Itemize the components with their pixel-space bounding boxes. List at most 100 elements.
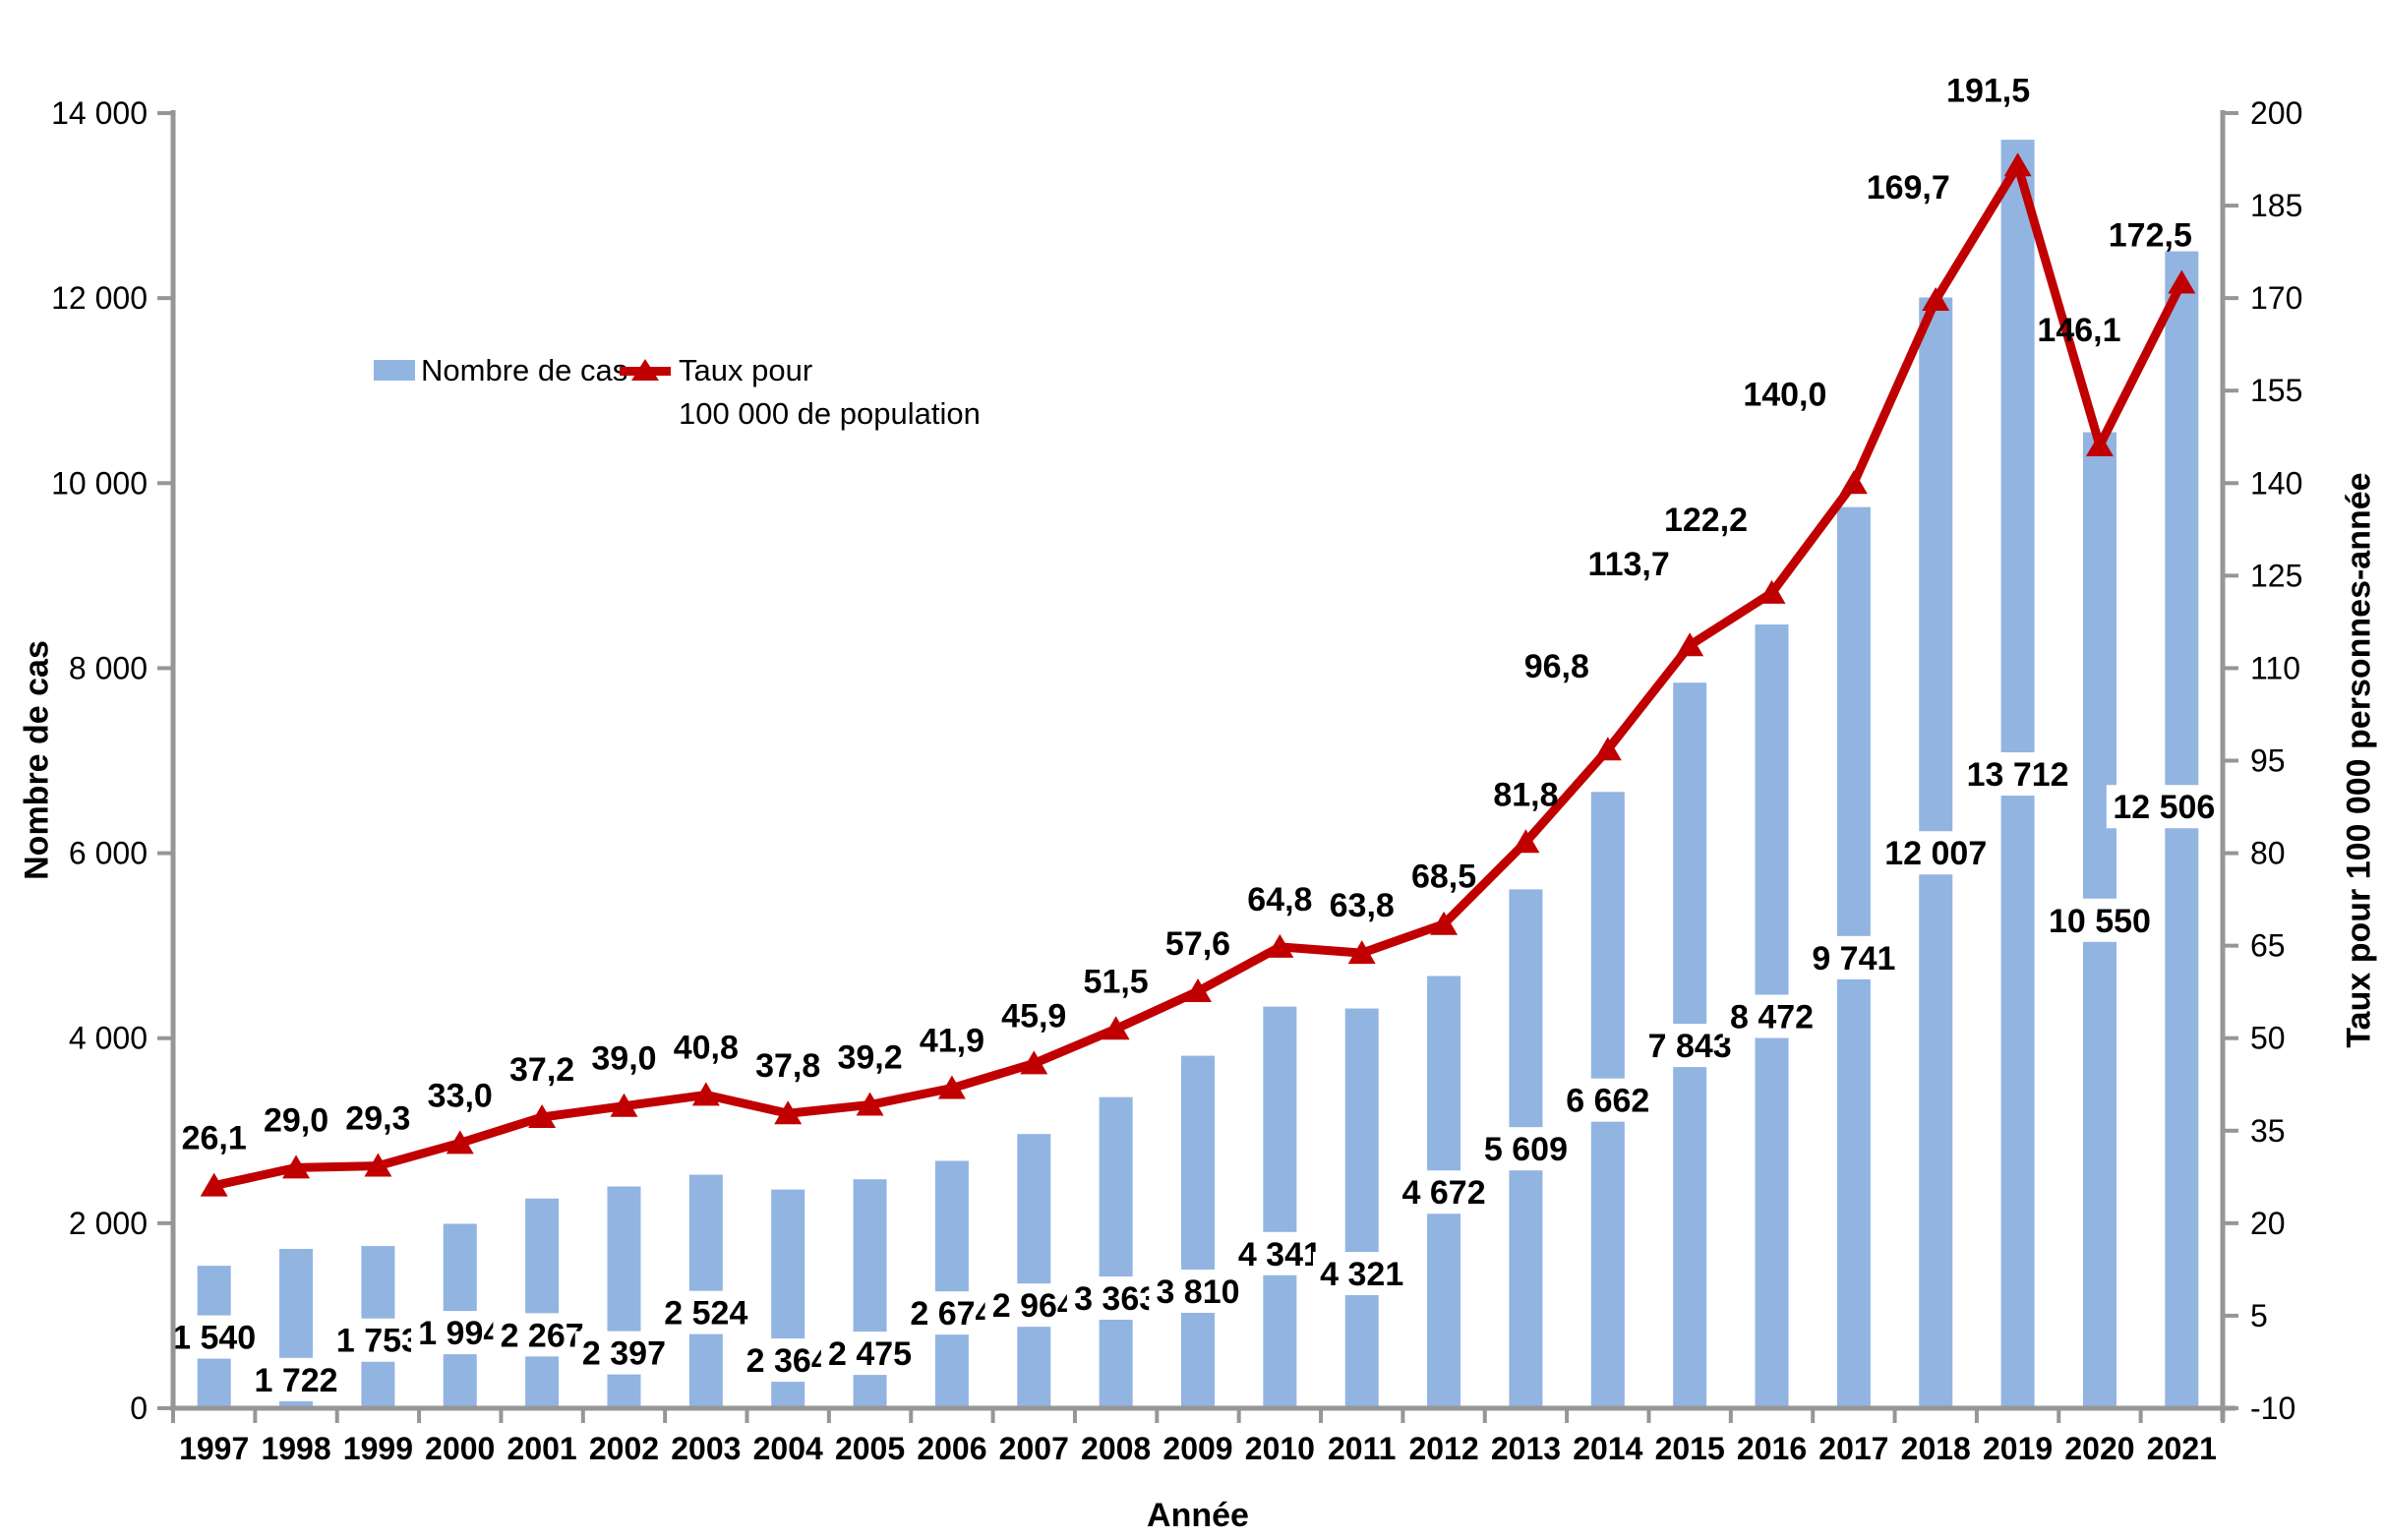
x-axis-label-2010: 2010 — [1245, 1431, 1315, 1466]
bar-label-box-2021 — [2106, 785, 2222, 829]
bar-label-box-2003 — [657, 1290, 755, 1334]
x-axis-label-2014: 2014 — [1573, 1431, 1642, 1466]
bar-label-2021: 12 506 — [2113, 789, 2215, 826]
left-axis-tick-label: 4 000 — [69, 1021, 148, 1056]
bar-label-2009: 3 810 — [1156, 1273, 1239, 1311]
rate-label-1999: 29,3 — [345, 1100, 410, 1138]
right-axis-tick-label: 185 — [2250, 188, 2302, 223]
rate-label-2017: 140,0 — [1743, 376, 1826, 413]
bar-label-box-2002 — [574, 1331, 674, 1375]
rate-marker-1997 — [200, 1172, 228, 1197]
rate-marker-2008 — [1102, 1016, 1130, 1040]
right-axis-tick-label: 140 — [2250, 465, 2302, 501]
bar-label-box-2013 — [1476, 1127, 1576, 1171]
rate-label-2019: 191,5 — [1946, 72, 2030, 109]
bar-label-2019: 13 712 — [1967, 756, 2069, 794]
rate-marker-2009 — [1184, 978, 1212, 1003]
right-axis-tick-label: -10 — [2250, 1391, 2295, 1426]
rate-label-2014: 96,8 — [1524, 648, 1589, 685]
right-axis-tick-label: 95 — [2250, 743, 2286, 779]
left-axis-tick-label: 6 000 — [69, 836, 148, 871]
rate-marker-1998 — [282, 1155, 311, 1179]
right-axis-tick-label: 200 — [2250, 95, 2302, 131]
bar-label-box-2016 — [1722, 994, 1821, 1038]
rate-marker-2012 — [1430, 911, 1459, 935]
x-axis-label-2003: 2003 — [671, 1431, 741, 1466]
bar-label-box-2014 — [1559, 1078, 1657, 1122]
x-axis-label-1999: 1999 — [343, 1431, 413, 1466]
bar-label-box-1997 — [164, 1315, 264, 1359]
rate-label-2005: 39,2 — [837, 1038, 902, 1076]
rate-marker-2010 — [1266, 933, 1294, 958]
rate-label-2010: 64,8 — [1247, 881, 1312, 918]
x-axis-label-2002: 2002 — [589, 1431, 659, 1466]
bar-label-box-1998 — [247, 1357, 345, 1401]
bar-label-1997: 1 540 — [172, 1320, 256, 1357]
x-axis-label-2019: 2019 — [1983, 1431, 2053, 1466]
rate-marker-2001 — [528, 1103, 557, 1128]
bar-label-box-2005 — [820, 1332, 920, 1376]
x-axis-label-2013: 2013 — [1491, 1431, 1561, 1466]
rate-marker-2003 — [691, 1082, 720, 1106]
rate-marker-2014 — [1593, 737, 1622, 761]
bar-label-2000: 1 994 — [418, 1315, 502, 1352]
bar-label-2007: 2 964 — [992, 1287, 1076, 1325]
right-axis-tick-label: 20 — [2250, 1206, 2286, 1241]
rate-label-2021: 172,5 — [2109, 216, 2192, 254]
x-axis-label-2007: 2007 — [999, 1431, 1069, 1466]
rate-label-2015: 113,7 — [1588, 546, 1670, 583]
left-axis-tick-label: 0 — [130, 1391, 148, 1426]
rate-label-2002: 39,0 — [591, 1040, 656, 1078]
bar-2021 — [2165, 251, 2199, 1408]
bar-label-box-2017 — [1805, 935, 1903, 979]
legend-triangle-icon — [631, 359, 659, 381]
bar-label-box-2007 — [984, 1283, 1084, 1328]
x-axis-label-2009: 2009 — [1162, 1431, 1232, 1466]
bar-label-2006: 2 674 — [910, 1295, 993, 1333]
left-axis-tick-label: 2 000 — [69, 1206, 148, 1241]
rate-marker-2007 — [1020, 1050, 1048, 1075]
right-axis-tick-label: 80 — [2250, 836, 2286, 871]
bar-2001 — [525, 1198, 560, 1408]
right-axis-tick-label: 170 — [2250, 280, 2302, 316]
legend-line-marker-icon — [620, 359, 671, 385]
bar-label-2004: 2 364 — [746, 1342, 830, 1380]
right-axis-tick-label: 65 — [2250, 928, 2286, 964]
right-axis-tick-label: 35 — [2250, 1113, 2286, 1149]
bar-label-box-2012 — [1395, 1170, 1493, 1214]
left-axis-tick-label: 12 000 — [51, 280, 148, 316]
bar-2010 — [1263, 1006, 1297, 1408]
bar-label-2018: 12 007 — [1884, 835, 1987, 872]
x-axis-label-2016: 2016 — [1737, 1431, 1807, 1466]
bar-label-box-2018 — [1877, 831, 1994, 875]
bar-label-box-2019 — [1960, 752, 2076, 797]
rate-label-1998: 29,0 — [264, 1101, 328, 1139]
rate-marker-2019 — [2003, 152, 2032, 177]
bar-label-box-2020 — [2042, 898, 2158, 942]
x-axis-label-2018: 2018 — [1901, 1431, 1971, 1466]
bar-label-2013: 5 609 — [1484, 1131, 1568, 1168]
rate-label-2013: 81,8 — [1493, 776, 1558, 813]
left-axis-tick-label: 14 000 — [51, 95, 148, 131]
left-axis-tick-label: 10 000 — [51, 465, 148, 501]
rate-label-2003: 40,8 — [674, 1029, 739, 1066]
rate-marker-2005 — [856, 1092, 884, 1116]
x-axis-label-2020: 2020 — [2064, 1431, 2134, 1466]
bar-label-box-2000 — [411, 1311, 509, 1355]
x-axis-label-2011: 2011 — [1328, 1431, 1396, 1466]
bar-2002 — [607, 1186, 641, 1408]
bar-label-1999: 1 753 — [336, 1323, 420, 1360]
legend-bar-swatch — [374, 360, 415, 381]
bar-2011 — [1344, 1008, 1379, 1408]
rate-marker-2013 — [1512, 829, 1540, 854]
right-axis-tick-label: 125 — [2250, 558, 2302, 593]
rate-marker-2016 — [1758, 579, 1786, 604]
bar-label-2015: 7 843 — [1648, 1028, 1732, 1065]
rate-label-2007: 45,9 — [1001, 997, 1066, 1035]
bar-label-2017: 9 741 — [1812, 940, 1895, 977]
x-axis-label-2008: 2008 — [1081, 1431, 1151, 1466]
bar-label-2005: 2 475 — [828, 1335, 912, 1373]
x-axis-title: Année — [1147, 1497, 1249, 1534]
